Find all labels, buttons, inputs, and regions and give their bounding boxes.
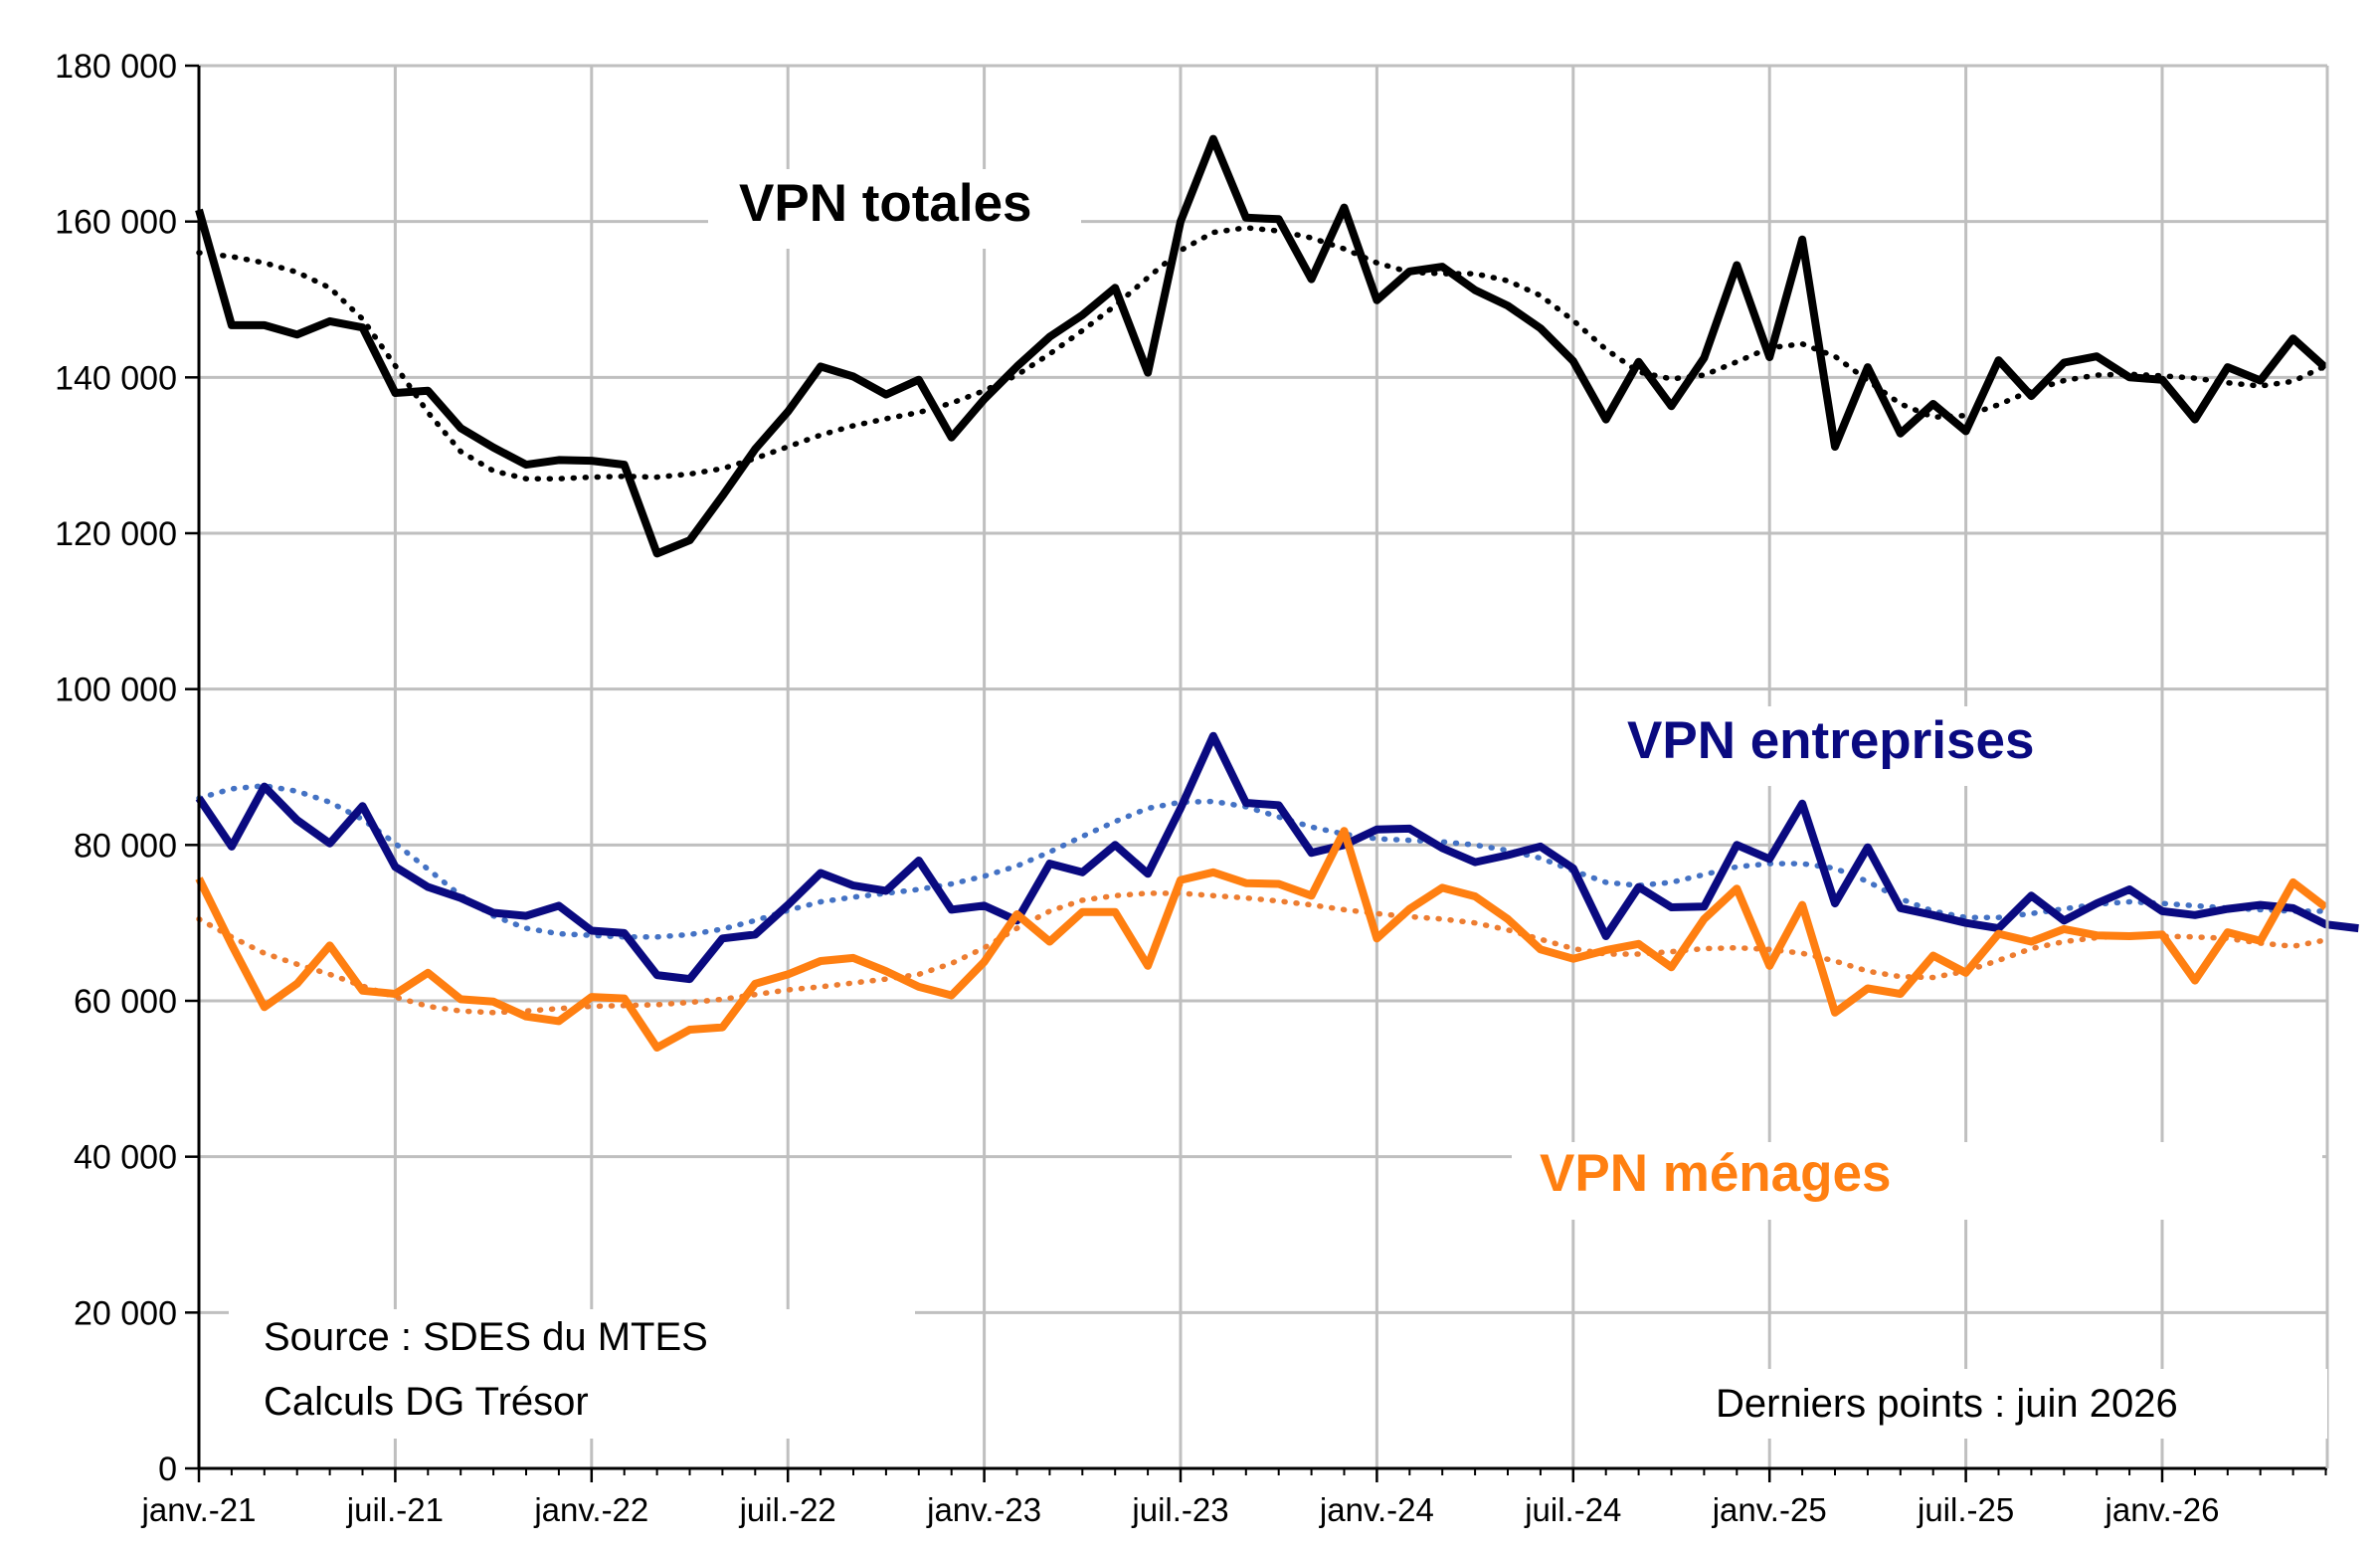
y-tick-label: 20 000 bbox=[74, 1294, 177, 1332]
y-tick-label: 80 000 bbox=[74, 827, 177, 865]
x-tick-label: janv.-22 bbox=[533, 1491, 648, 1528]
x-tick-label: juil.-22 bbox=[739, 1491, 836, 1528]
y-tick-label: 180 000 bbox=[55, 48, 177, 86]
x-axis-labels: janv.-21 juil.-21 janv.-22 juil.-22 janv.-23… bbox=[141, 1491, 2220, 1528]
grid-lines bbox=[199, 64, 2327, 1468]
y-tick-label: 0 bbox=[158, 1451, 177, 1488]
label-vpn-menages: VPN ménages bbox=[1540, 1144, 1891, 1203]
x-tick-label: janv.-25 bbox=[1712, 1491, 1827, 1528]
calculs-note: Calculs DG Trésor bbox=[264, 1380, 589, 1424]
y-tick-label: 60 000 bbox=[74, 983, 177, 1021]
series-vpn-entreprises bbox=[195, 731, 2359, 984]
series-vpn-menages bbox=[195, 827, 2328, 1052]
y-tick-label: 160 000 bbox=[55, 204, 177, 242]
x-tick-label: janv.-21 bbox=[141, 1491, 257, 1528]
x-tick-label: juil.-25 bbox=[1917, 1491, 2014, 1528]
x-tick-label: juil.-23 bbox=[1131, 1491, 1228, 1528]
y-tick-label: 120 000 bbox=[55, 515, 177, 553]
axes bbox=[185, 64, 2329, 1482]
y-tick-label: 40 000 bbox=[74, 1139, 177, 1177]
label-vpn-totales: VPN totales bbox=[739, 174, 1032, 233]
x-tick-label: janv.-26 bbox=[2105, 1491, 2220, 1528]
y-tick-label: 100 000 bbox=[55, 672, 177, 709]
x-tick-label: juil.-21 bbox=[346, 1491, 444, 1528]
x-tick-label: janv.-24 bbox=[1319, 1491, 1434, 1528]
source-note: Source : SDES du MTES bbox=[264, 1315, 708, 1359]
label-vpn-entreprises: VPN entreprises bbox=[1627, 711, 2034, 770]
y-axis-labels: 0 20 000 40 000 60 000 80 000 100 000 120 000 1… bbox=[55, 48, 177, 1488]
series-layer bbox=[195, 134, 2359, 1052]
series-vpn-totales bbox=[195, 134, 2329, 558]
y-tick-label: 140 000 bbox=[55, 359, 177, 397]
last-points-note: Derniers points : juin 2026 bbox=[1716, 1382, 2178, 1426]
x-tick-label: juil.-24 bbox=[1524, 1491, 1621, 1528]
series-vpn-entreprises-tendance bbox=[196, 783, 2329, 940]
x-tick-label: janv.-23 bbox=[926, 1491, 1041, 1528]
series-vpn-menages-tendance bbox=[196, 890, 2329, 1016]
